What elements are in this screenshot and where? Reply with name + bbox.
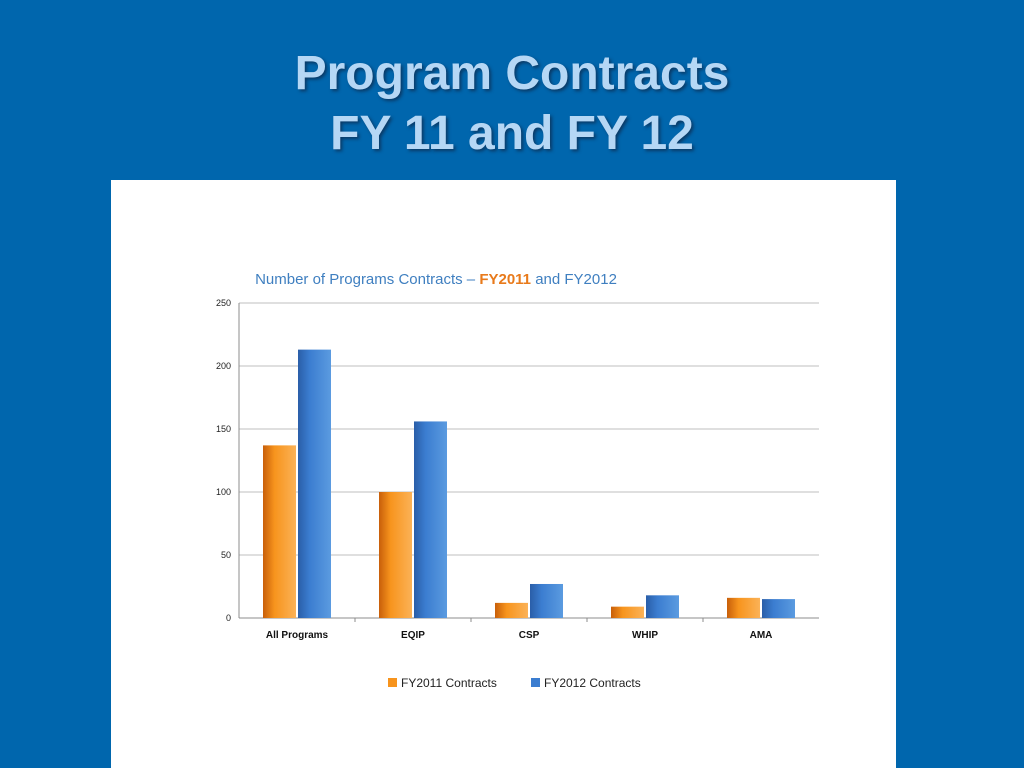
y-tick-label: 50 — [221, 550, 231, 560]
bar-chart: Number of Programs Contracts – FY2011 an… — [216, 271, 819, 690]
y-tick-label: 0 — [226, 613, 231, 623]
legend: FY2011 Contracts FY2012 Contracts — [388, 676, 641, 690]
y-tick-label: 200 — [216, 361, 231, 371]
bar-fy2011 — [495, 602, 528, 618]
chart-title-part-2: FY2011 — [479, 271, 531, 288]
bar-fy2011 — [263, 445, 296, 618]
chart-title-part-3: and FY2012 — [531, 271, 617, 288]
x-tick-label: All Programs — [266, 630, 329, 641]
bar-fy2011 — [727, 597, 760, 618]
legend-label: FY2011 Contracts — [401, 676, 497, 690]
x-tick-label: CSP — [519, 630, 540, 641]
slide-title: Program Contracts FY 11 and FY 12 — [0, 44, 1024, 164]
bar-fy2012 — [414, 421, 447, 618]
x-tick-label: WHIP — [632, 630, 658, 641]
legend-label: FY2012 Contracts — [544, 676, 641, 690]
bar-fy2012 — [646, 595, 679, 618]
y-tick-label: 250 — [216, 298, 231, 308]
x-axis: All Programs EQIP CSP WHIP AMA — [266, 618, 773, 641]
gridlines — [239, 302, 819, 619]
bar-fy2012 — [762, 599, 795, 618]
bars — [263, 349, 795, 618]
slide-title-line-2: FY 11 and FY 12 — [330, 107, 694, 160]
legend-swatch — [388, 678, 397, 687]
y-tick-label: 150 — [216, 424, 231, 434]
bar-fy2011 — [379, 492, 412, 618]
chart-title: Number of Programs Contracts – FY2011 an… — [255, 271, 617, 288]
y-axis: 0 50 100 150 200 250 — [216, 298, 240, 623]
bar-fy2011 — [611, 606, 644, 618]
y-tick-label: 100 — [216, 487, 231, 497]
x-tick-label: EQIP — [401, 630, 425, 641]
chart-title-part-1: Number of Programs Contracts – — [255, 271, 479, 288]
bar-fy2012 — [530, 583, 563, 618]
slide-title-line-1: Program Contracts — [294, 47, 730, 100]
legend-swatch — [531, 678, 540, 687]
bar-fy2012 — [298, 349, 331, 618]
chart-panel: Number of Programs Contracts – FY2011 an… — [111, 180, 896, 768]
x-tick-label: AMA — [750, 630, 773, 641]
